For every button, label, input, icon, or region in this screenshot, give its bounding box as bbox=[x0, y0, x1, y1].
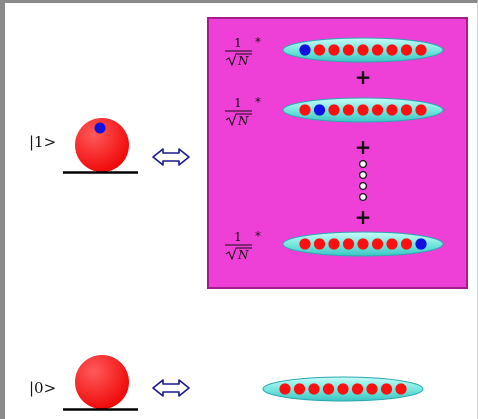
term-ensemble-2 bbox=[282, 97, 444, 123]
ground-ensemble-cloud-atom bbox=[337, 383, 349, 395]
ground-ensemble-cloud-atom bbox=[322, 383, 335, 395]
multiply-symbol: * bbox=[255, 35, 261, 49]
term-ensemble-1-atom bbox=[342, 44, 355, 56]
ellipsis-dot bbox=[358, 159, 368, 169]
coefficient-3: 1 N * bbox=[225, 229, 261, 262]
ellipsis-dot bbox=[358, 192, 368, 202]
coefficient-numerator: 1 bbox=[234, 96, 242, 110]
term-ensemble-3-atom bbox=[313, 238, 326, 250]
coefficient-numerator: 1 bbox=[234, 36, 242, 50]
term-ensemble-3-atom bbox=[371, 238, 384, 250]
radical-sign bbox=[225, 113, 252, 127]
coefficient-denominator: N bbox=[237, 248, 249, 262]
ellipsis-dot bbox=[358, 170, 368, 180]
term-ensemble-2-atom bbox=[386, 104, 398, 116]
ground-ensemble-cloud-atom bbox=[293, 383, 306, 395]
atom-sphere-ground bbox=[75, 355, 129, 409]
coefficient-denominator: N bbox=[237, 54, 249, 68]
term-ensemble-1-atom bbox=[371, 44, 384, 56]
excitation-dot bbox=[94, 122, 106, 134]
state-zero-group: |0> bbox=[29, 355, 190, 411]
ground-ensemble-cloud-atom bbox=[395, 383, 407, 395]
term-ensemble-3-atom bbox=[342, 238, 355, 250]
ground-ensemble-cloud-atom bbox=[279, 383, 291, 395]
ground-ensemble-cloud-atom bbox=[380, 383, 393, 395]
vertical-ellipsis bbox=[358, 159, 368, 202]
term-ensemble-1-excited-atom bbox=[299, 44, 311, 56]
ket-zero-label: |0> bbox=[29, 379, 56, 397]
ground-ensemble-cloud bbox=[262, 376, 424, 402]
radical-sign bbox=[225, 53, 252, 67]
coefficient-denominator: N bbox=[237, 114, 249, 128]
term-ensemble-3-atom bbox=[400, 238, 413, 250]
equivalence-arrow-one bbox=[152, 148, 190, 166]
term-ensemble-1-atom bbox=[386, 44, 398, 56]
term-ensemble-2-atom bbox=[415, 104, 427, 116]
term-ensemble-3-atom bbox=[357, 238, 369, 250]
term-ensemble-3-atom bbox=[386, 238, 398, 250]
term-ensemble-1-atom bbox=[415, 44, 427, 56]
term-ensemble-2-atom bbox=[371, 104, 384, 116]
term-ensemble-3-excited-atom bbox=[415, 238, 427, 250]
collective-excitation-diagram: |1> |0> 1 N * 1 N * 1 N * + + + bbox=[29, 17, 468, 411]
ellipsis-dot bbox=[358, 181, 368, 191]
term-ensemble-1-atom bbox=[328, 44, 340, 56]
multiply-symbol: * bbox=[255, 229, 261, 243]
plus-sign-2: + bbox=[355, 135, 372, 159]
term-ensemble-2-atom bbox=[400, 104, 413, 116]
ground-ensemble-cloud-atom bbox=[351, 383, 364, 395]
ground-ensemble bbox=[262, 376, 424, 402]
atom-sphere-excited bbox=[75, 118, 129, 172]
ket-one-label: |1> bbox=[29, 133, 56, 151]
coefficient-1: 1 N * bbox=[225, 35, 261, 68]
term-ensemble-1-atom bbox=[357, 44, 369, 56]
plus-sign-3: + bbox=[355, 205, 372, 229]
term-ensemble-2-atom bbox=[342, 104, 355, 116]
term-ensemble-1-atom bbox=[400, 44, 413, 56]
radical-sign bbox=[225, 247, 252, 261]
ground-ensemble-cloud-atom bbox=[308, 383, 320, 395]
term-ensemble-2-atom bbox=[299, 104, 311, 116]
term-ensemble-1 bbox=[282, 37, 444, 63]
term-ensemble-2-atom bbox=[357, 104, 369, 116]
ground-ensemble-cloud-atom bbox=[366, 383, 378, 395]
term-ensemble-2-atom bbox=[328, 104, 340, 116]
plus-sign-1: + bbox=[355, 65, 372, 89]
multiply-symbol: * bbox=[255, 95, 261, 109]
coefficient-2: 1 N * bbox=[225, 95, 261, 128]
term-ensemble-2-excited-atom bbox=[313, 104, 326, 116]
term-ensemble-1-atom bbox=[313, 44, 326, 56]
equivalence-arrow-zero bbox=[152, 379, 190, 397]
term-ensemble-3 bbox=[282, 231, 444, 257]
state-one-group: |1> bbox=[29, 118, 190, 174]
superposition-terms: 1 N * 1 N * 1 N * bbox=[225, 35, 444, 262]
term-ensemble-3-atom bbox=[299, 238, 311, 250]
coefficient-numerator: 1 bbox=[234, 230, 242, 244]
term-ensemble-3-atom bbox=[328, 238, 340, 250]
